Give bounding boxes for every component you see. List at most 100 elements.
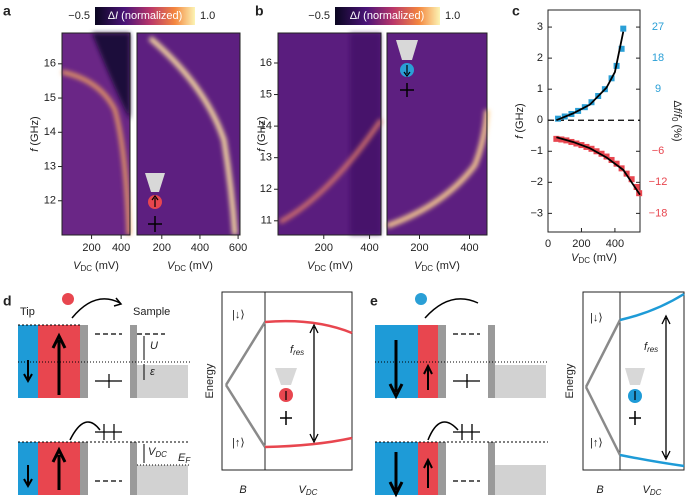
band-diagram-part: [495, 465, 546, 495]
energy-label: Energy: [564, 363, 576, 398]
x-axis-label-text: V: [571, 252, 580, 264]
band-diagram-part: [388, 340, 404, 400]
x-tick-label: 0: [545, 238, 551, 250]
band-diagram-part: [130, 325, 137, 398]
x-tick-label: 400: [460, 242, 478, 254]
y-tick-label: 15: [260, 88, 272, 100]
state-down: |↓⟩: [590, 312, 603, 324]
x-axis-label-text: V: [307, 260, 316, 272]
y-tick-label: 2: [537, 52, 543, 64]
y-axis-label-text: f: [29, 148, 41, 152]
y-axis-label-text: (GHz): [514, 103, 526, 135]
x-tick-label: 200: [82, 242, 100, 254]
ef-label: EF: [178, 452, 191, 465]
panel-a: a −0.5 ΔI (normalized) 1.0 12 13 14 15 16 200…: [3, 3, 247, 273]
energy-diagram: [582, 291, 685, 471]
heatmap-dark: [92, 33, 130, 120]
fit-line: [556, 136, 641, 196]
y-tick-label: 0: [537, 114, 543, 126]
colorbar-title-text: (normalized): [360, 10, 424, 22]
resonance: [386, 109, 490, 229]
x-axis-label-text: (mV): [590, 252, 617, 264]
state-down: |↓⟩: [232, 309, 245, 321]
tip-icon-part: [403, 65, 411, 77]
colorbar-title-text: Δ: [108, 10, 116, 22]
panel-d: d Tip Sample U ε VDC EF: [3, 291, 353, 497]
band-diagram-part: [453, 374, 480, 388]
y2-axis-label: Δf/f0 (%): [670, 100, 683, 141]
y-tick-label: 13: [260, 152, 272, 164]
x-axis-label-text: (mV): [326, 260, 353, 272]
energy-diagram-part: [309, 323, 319, 444]
data-point: [620, 25, 627, 32]
band-diagram-part: [427, 421, 459, 441]
x-axis-label-text: (mV): [186, 260, 213, 272]
sample-label: Sample: [133, 306, 170, 318]
band-diagram-part: [71, 298, 121, 319]
colorbar-title-text: Δ: [350, 10, 358, 22]
x-axis-label-text: V: [167, 260, 176, 272]
x-tick-label: 400: [191, 242, 209, 254]
x-axis-label-text: DC: [174, 264, 186, 273]
tip-icon-part: [148, 216, 162, 232]
energy-diagram-part: [275, 368, 297, 385]
y-tick-label: 14: [44, 126, 56, 138]
band-diagram-part: [113, 297, 123, 307]
energy-diagram-part: [629, 411, 641, 425]
panel-a-part: 12 13 14 15 16 200 400 200 400 600: [44, 32, 247, 254]
y-tick-label: 12: [44, 195, 56, 207]
resonance: [61, 70, 131, 236]
x-axis-label: VDC (mV): [167, 260, 213, 273]
y2-tick-label: 27: [652, 21, 664, 33]
x-axis-label: VDC (mV): [414, 260, 460, 273]
band-diagram-part: [103, 424, 115, 440]
panel-b: b −0.5 ΔI (normalized) 1.0 11 12 13 14 15 16 2…: [255, 3, 490, 273]
ef-label-text: E: [178, 452, 186, 464]
panel-label: d: [3, 293, 12, 309]
vdc-axis-label-text: DC: [306, 488, 318, 497]
vdc-axis-label: VDC: [643, 484, 662, 497]
y-tick-label: 16: [260, 57, 272, 69]
resonance: [279, 118, 383, 224]
y2-tick-label: −12: [649, 176, 668, 188]
plot-frame: [547, 9, 641, 233]
band-diagram-part: [23, 360, 33, 384]
band-diagram-part: [51, 446, 67, 490]
x-axis-label-text: V: [414, 260, 423, 272]
y2-axis-label-text: 0: [670, 117, 679, 122]
data-point: [628, 176, 635, 183]
band-diagram-part: [51, 332, 67, 395]
panel-label: a: [3, 3, 11, 19]
b-label: B: [596, 484, 603, 496]
y2-tick-label: 18: [652, 52, 664, 64]
x-axis-label-text: DC: [578, 256, 590, 265]
x-axis-label-text: DC: [421, 264, 433, 273]
vdc-axis-label: VDC: [299, 484, 318, 497]
plot-frame: [61, 32, 131, 236]
colorbar-title-text: I: [357, 10, 360, 22]
vdc-label-text: DC: [155, 450, 167, 459]
x-axis-label-text: (mV): [92, 260, 119, 272]
y-axis-label-text: (GHz): [256, 116, 268, 148]
band-diagram-part: [438, 442, 446, 495]
band-diagram-part: [424, 298, 479, 319]
y2-axis-label-text: f: [671, 114, 683, 118]
y-tick-label: 13: [44, 160, 56, 172]
colorbar: [95, 7, 195, 25]
plot-frame: [136, 32, 241, 236]
x-tick-label: 200: [410, 242, 428, 254]
band-diagram: [18, 421, 190, 495]
colorbar-min: −0.5: [308, 10, 330, 22]
energy-diagram: [221, 291, 353, 471]
fres-label-text: res: [647, 345, 658, 354]
x-tick-label: 200: [315, 242, 333, 254]
tip-icon-part: [400, 83, 414, 97]
data-point: [618, 45, 625, 52]
x-axis-label: VDC (mV): [571, 252, 617, 265]
plot-frame: [386, 32, 488, 236]
energy-diagram-part: [221, 291, 353, 471]
state-up: |↑⟩: [590, 437, 603, 449]
x-axis-label: VDC (mV): [73, 260, 119, 273]
y2-axis-label-text: (%): [671, 121, 683, 141]
band-diagram: [18, 293, 190, 398]
